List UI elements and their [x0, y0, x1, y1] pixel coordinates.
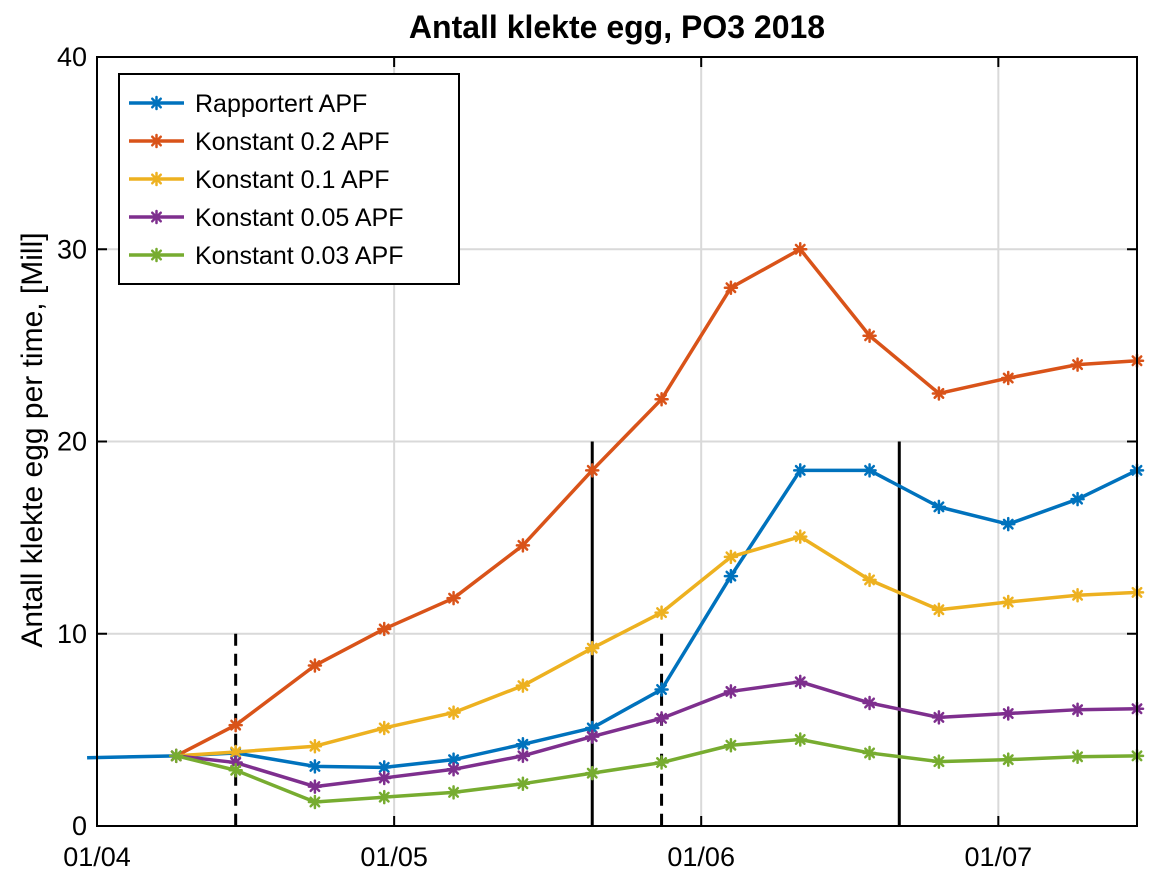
data-point-marker: [931, 499, 947, 515]
data-point-marker: [307, 779, 323, 794]
data-point-marker: [862, 328, 877, 344]
data-point-marker: [149, 95, 164, 111]
data-point-marker: [376, 789, 392, 805]
data-point-marker: [307, 738, 323, 754]
data-point-marker: [792, 463, 808, 478]
data-point-marker: [1000, 752, 1016, 767]
data-point-marker: [723, 568, 739, 584]
legend: Rapportert APF Konstant 0.2 APF Konstant 0…: [118, 73, 460, 285]
data-point-marker: [1000, 594, 1016, 610]
series-group: [87, 242, 1145, 810]
data-point-marker: [376, 770, 392, 786]
data-point-marker: [654, 711, 669, 726]
data-point-marker: [1070, 357, 1085, 372]
data-point-marker: [376, 621, 392, 637]
x-tick-label: 01/04: [63, 842, 131, 872]
data-point-marker: [654, 605, 669, 620]
data-point-marker: [584, 463, 600, 478]
data-point-marker: [1070, 588, 1085, 603]
data-point-marker: [149, 209, 164, 225]
data-point-marker: [168, 748, 184, 764]
data-point-marker: [654, 391, 669, 407]
data-point-marker: [723, 549, 739, 565]
data-point-marker: [1070, 749, 1085, 765]
data-point-marker: [515, 678, 531, 693]
data-point-marker: [515, 776, 531, 791]
data-point-marker: [862, 695, 877, 711]
data-point-marker: [931, 386, 947, 401]
data-point-marker: [446, 752, 461, 767]
axis-ticks: 01/04 01/05 01/06 01/07 0 10 20 30 40: [57, 42, 1137, 872]
data-point-marker: [792, 674, 808, 690]
legend-entry: Rapportert APF: [129, 90, 367, 118]
data-point-marker: [376, 720, 392, 736]
series-2: [168, 242, 1145, 764]
data-point-marker: [307, 794, 323, 810]
data-point-marker: [1000, 706, 1016, 721]
legend-entry: Konstant 0.1 APF: [129, 166, 390, 194]
data-point-marker: [228, 717, 243, 733]
data-point-marker: [584, 765, 600, 781]
data-point-marker: [515, 737, 531, 752]
chart-title: Antall klekte egg, PO3 2018: [409, 9, 825, 45]
data-point-marker: [931, 602, 947, 617]
y-tick-label: 20: [57, 427, 87, 457]
data-point-marker: [792, 732, 808, 747]
data-point-marker: [149, 247, 164, 263]
data-point-marker: [1070, 491, 1085, 507]
data-point-marker: [1070, 702, 1085, 717]
data-point-marker: [723, 280, 739, 295]
legend-entry: Konstant 0.03 APF: [129, 242, 403, 270]
data-point-marker: [149, 171, 164, 187]
x-tick-label: 01/06: [667, 842, 735, 872]
data-point-marker: [584, 640, 600, 656]
series-line: [87, 468, 1138, 770]
data-point-marker: [376, 760, 392, 775]
legend-entry: Konstant 0.05 APF: [129, 204, 403, 232]
data-point-marker: [584, 729, 600, 744]
legend-label: Rapportert APF: [195, 90, 367, 118]
data-point-marker: [228, 762, 243, 778]
series-5: [168, 732, 1145, 810]
data-point-marker: [931, 754, 947, 769]
data-point-marker: [1000, 516, 1016, 532]
data-point-marker: [723, 738, 739, 753]
legend-label: Konstant 0.05 APF: [195, 204, 403, 232]
data-point-marker: [446, 705, 461, 720]
data-point-marker: [446, 785, 461, 800]
series-1: [87, 463, 1145, 775]
data-point-marker: [862, 572, 877, 588]
data-point-marker: [1000, 370, 1016, 386]
y-tick-label: 40: [57, 42, 87, 72]
data-point-marker: [515, 748, 531, 764]
legend-label: Konstant 0.2 APF: [195, 128, 390, 156]
legend-label: Konstant 0.03 APF: [195, 242, 403, 270]
y-axis-label: Antall klekte egg per time, [Mill]: [16, 232, 49, 647]
legend-label: Konstant 0.1 APF: [195, 166, 390, 194]
event-markers: [234, 441, 901, 826]
data-point-marker: [723, 684, 739, 699]
data-point-marker: [792, 242, 808, 257]
data-point-marker: [862, 745, 877, 761]
y-tick-label: 0: [72, 811, 87, 841]
series-3: [168, 529, 1145, 764]
data-point-marker: [792, 529, 808, 544]
data-point-marker: [654, 682, 669, 697]
series-line: [175, 247, 1138, 758]
x-tick-label: 01/07: [965, 842, 1033, 872]
y-tick-label: 30: [57, 234, 87, 264]
data-point-marker: [446, 762, 461, 777]
x-tick-label: 01/05: [360, 842, 428, 872]
data-point-marker: [931, 710, 947, 725]
data-point-marker: [862, 463, 877, 478]
data-point-marker: [654, 755, 669, 770]
data-point-marker: [446, 590, 461, 606]
data-point-marker: [307, 759, 323, 774]
data-point-marker: [307, 658, 323, 673]
y-tick-label: 10: [57, 619, 87, 649]
data-point-marker: [515, 538, 531, 553]
legend-entry: Konstant 0.2 APF: [129, 128, 390, 156]
data-point-marker: [149, 133, 164, 149]
